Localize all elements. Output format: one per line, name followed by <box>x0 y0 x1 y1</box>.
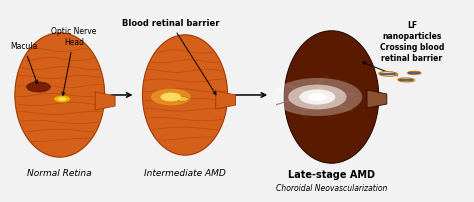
Ellipse shape <box>143 35 228 155</box>
Ellipse shape <box>284 31 379 163</box>
Text: Intermediate AMD: Intermediate AMD <box>144 169 226 178</box>
Circle shape <box>273 78 362 116</box>
Polygon shape <box>216 91 236 109</box>
Text: Blood retinal barrier: Blood retinal barrier <box>122 19 219 95</box>
Circle shape <box>309 93 326 101</box>
Text: Optic Nerve
Head: Optic Nerve Head <box>51 27 97 95</box>
Circle shape <box>27 82 50 92</box>
Circle shape <box>288 85 346 109</box>
Circle shape <box>54 95 71 103</box>
Ellipse shape <box>408 72 421 74</box>
Text: Macula: Macula <box>10 42 37 83</box>
Text: Normal Retina: Normal Retina <box>27 169 92 178</box>
Circle shape <box>58 97 66 101</box>
Circle shape <box>151 88 191 105</box>
Ellipse shape <box>398 78 414 82</box>
Polygon shape <box>367 90 387 108</box>
Ellipse shape <box>15 33 105 157</box>
Text: Choroidal Neovascularization: Choroidal Neovascularization <box>276 184 387 193</box>
Text: LF
nanoparticles
Crossing blood
retinal barrier: LF nanoparticles Crossing blood retinal … <box>380 21 444 63</box>
Circle shape <box>160 93 181 101</box>
Text: Late-stage AMD: Late-stage AMD <box>288 170 375 180</box>
Ellipse shape <box>379 72 398 76</box>
Circle shape <box>300 89 335 105</box>
Circle shape <box>177 97 188 101</box>
Polygon shape <box>95 92 115 110</box>
